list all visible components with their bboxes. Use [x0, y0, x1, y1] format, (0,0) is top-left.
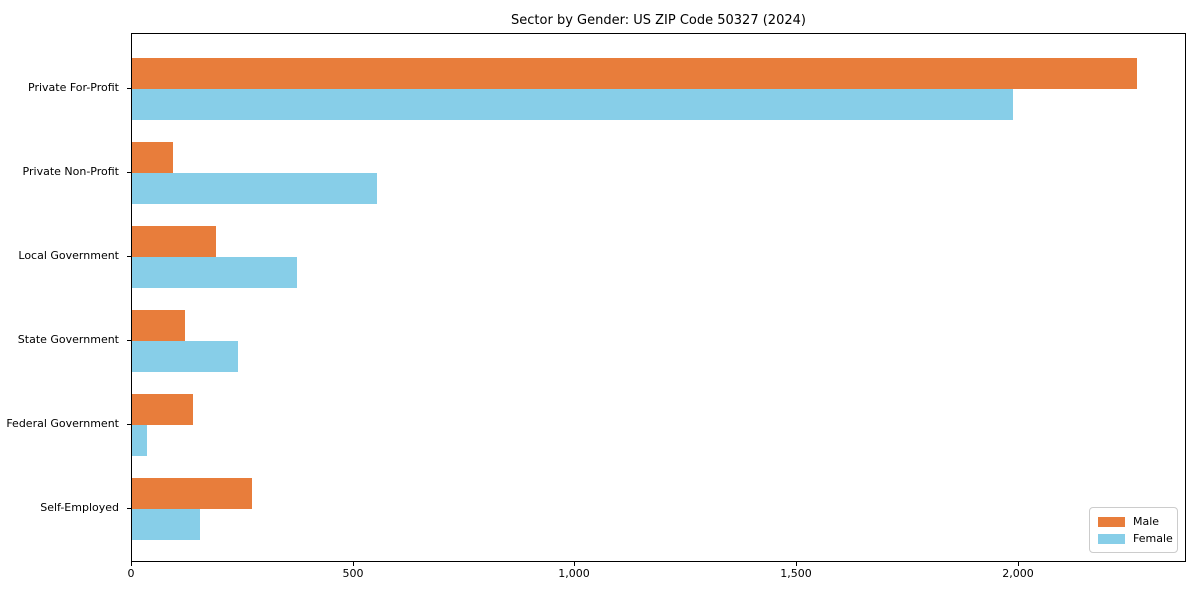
legend-item-male: Male — [1098, 514, 1169, 528]
y-tick-mark-federal-government — [127, 423, 131, 425]
x-tick-label-1-500: 1,500 — [780, 567, 812, 580]
legend-swatch-male — [1098, 516, 1125, 527]
x-tick-mark-0 — [131, 562, 132, 566]
bar-male-state-government — [132, 309, 186, 341]
x-tick-label-1-000: 1,000 — [558, 567, 590, 580]
bar-male-private-for-profit — [132, 58, 1137, 89]
y-tick-label-local-government: Local Government — [18, 248, 119, 262]
bar-female-self-employed — [132, 508, 200, 540]
x-tick-mark-1-500 — [796, 562, 797, 566]
y-tick-mark-private-non-profit — [127, 171, 131, 173]
bar-female-state-government — [132, 340, 238, 372]
legend-item-female: Female — [1098, 532, 1173, 545]
x-tick-mark-2-000 — [1018, 562, 1019, 566]
y-tick-mark-self-employed — [127, 507, 131, 509]
legend-swatch-female — [1098, 533, 1125, 544]
chart-title: Sector by Gender: US ZIP Code 50327 (202… — [511, 13, 806, 28]
y-tick-mark-local-government — [127, 255, 131, 257]
bar-female-local-government — [132, 256, 297, 288]
y-tick-label-private-for-profit: Private For-Profit — [28, 81, 119, 94]
y-tick-mark-state-government — [127, 339, 131, 341]
plot-area — [131, 33, 1186, 562]
bar-female-private-non-profit — [132, 172, 377, 204]
bar-male-federal-government — [132, 393, 193, 425]
x-tick-mark-1-000 — [574, 562, 575, 566]
bar-male-local-government — [132, 225, 216, 257]
x-tick-label-0: 0 — [127, 567, 135, 580]
x-tick-label-2-000: 2,000 — [1002, 567, 1034, 580]
y-tick-label-state-government: State Government — [17, 332, 119, 346]
bar-female-private-for-profit — [132, 89, 1013, 120]
y-tick-mark-private-for-profit — [127, 88, 131, 89]
y-tick-label-self-employed: Self-Employed — [40, 500, 119, 514]
legend-label-female: Female — [1133, 531, 1173, 545]
x-tick-label-500: 500 — [342, 567, 364, 580]
bar-male-self-employed — [132, 477, 253, 509]
y-tick-label-private-non-profit: Private Non-Profit — [22, 164, 119, 178]
bar-male-private-non-profit — [132, 141, 173, 173]
bar-female-federal-government — [132, 424, 148, 456]
legend: Male Female — [1089, 507, 1178, 553]
x-tick-mark-500 — [353, 562, 354, 566]
y-tick-label-federal-government: Federal Government — [6, 416, 119, 430]
legend-label-male: Male — [1133, 514, 1160, 528]
